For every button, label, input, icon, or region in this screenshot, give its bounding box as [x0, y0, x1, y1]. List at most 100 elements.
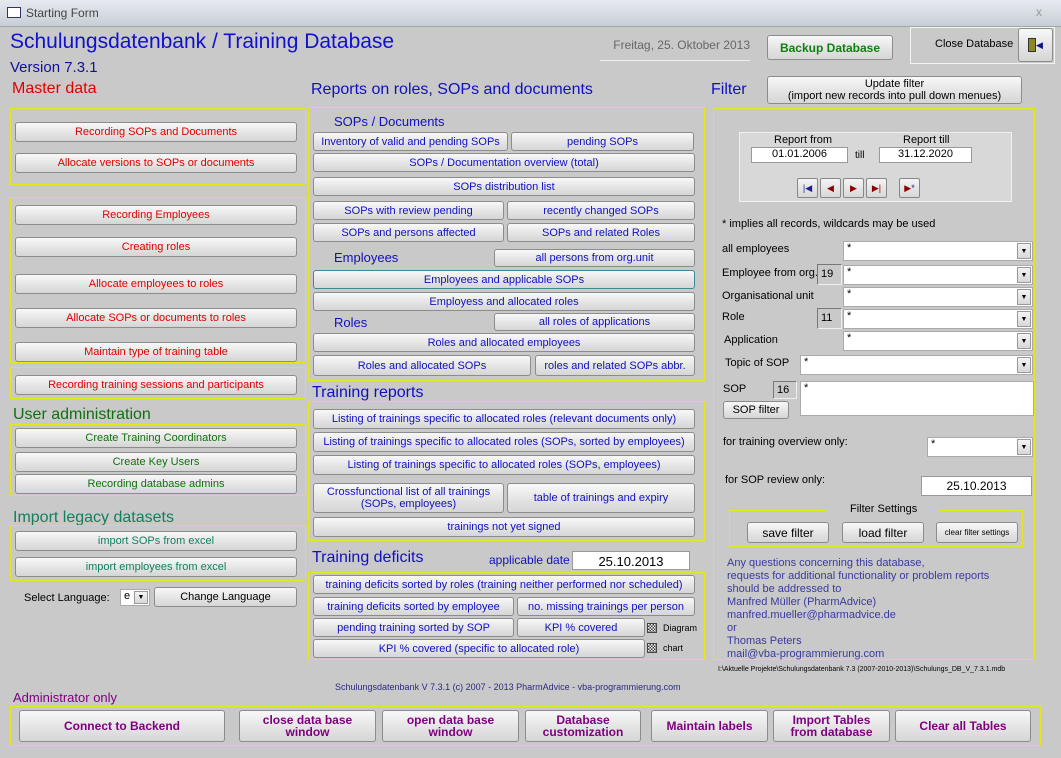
sops-review-pending-button[interactable]: SOPs with review pending: [313, 201, 504, 220]
missing-trainings-button[interactable]: no. missing trainings per person: [517, 597, 695, 616]
new-record-icon[interactable]: ▶ *: [899, 178, 920, 198]
language-select[interactable]: e ▼: [120, 589, 150, 606]
employee-org-count: 19: [817, 264, 842, 285]
deficits-by-roles-button[interactable]: training deficits sorted by roles (train…: [313, 575, 695, 594]
recording-training-sessions-button[interactable]: Recording training sessions and particip…: [15, 375, 297, 395]
close-icon[interactable]: x: [1036, 5, 1042, 19]
allocate-versions-button[interactable]: Allocate versions to SOPs or documents: [15, 153, 297, 173]
chart-checkbox[interactable]: [647, 643, 657, 653]
diagram-checkbox[interactable]: [647, 623, 657, 633]
create-key-users-button[interactable]: Create Key Users: [15, 452, 297, 472]
recording-sops-button[interactable]: Recording SOPs and Documents: [15, 122, 297, 142]
import-sops-button[interactable]: import SOPs from excel: [15, 531, 297, 551]
sops-distribution-button[interactable]: SOPs distribution list: [313, 177, 695, 196]
previous-record-icon[interactable]: ◀: [820, 178, 841, 198]
recording-employees-button[interactable]: Recording Employees: [15, 205, 297, 225]
import-tables-button[interactable]: Import Tables from database: [773, 710, 890, 742]
chevron-down-icon[interactable]: ▼: [1017, 311, 1031, 327]
clear-filter-button[interactable]: clear filter settings: [936, 522, 1018, 543]
application-combo[interactable]: * ▼: [843, 331, 1033, 351]
chevron-down-icon[interactable]: ▼: [1017, 267, 1031, 283]
next-record-icon[interactable]: ▶: [843, 178, 864, 198]
last-record-icon[interactable]: ▶|: [866, 178, 887, 198]
report-from-label: Report from: [774, 134, 833, 146]
pending-sops-button[interactable]: pending SOPs: [511, 132, 694, 151]
trainings-expiry-button[interactable]: table of trainings and expiry: [507, 483, 695, 513]
chevron-down-icon[interactable]: ▼: [1017, 439, 1031, 455]
sops-persons-affected-button[interactable]: SOPs and persons affected: [313, 223, 504, 242]
close-database-button[interactable]: ◀: [1018, 28, 1053, 62]
report-till-label: Report till: [903, 134, 950, 146]
exit-door-icon: [1028, 38, 1037, 52]
save-filter-button[interactable]: save filter: [747, 522, 829, 543]
open-db-window-button[interactable]: open data base window: [382, 710, 519, 742]
roles-related-sops-abbr-button[interactable]: roles and related SOPs abbr.: [535, 355, 695, 376]
all-employees-label: all employees: [722, 243, 790, 255]
all-employees-combo[interactable]: * ▼: [843, 241, 1033, 261]
backup-database-button[interactable]: Backup Database: [767, 35, 893, 60]
trainings-sops-employees-button[interactable]: Listing of trainings specific to allocat…: [313, 455, 695, 475]
roles-allocated-employees-button[interactable]: Roles and allocated employees: [313, 333, 695, 352]
trainings-sorted-employees-button[interactable]: Listing of trainings specific to allocat…: [313, 432, 695, 452]
employee-org-combo[interactable]: * ▼: [843, 265, 1033, 285]
load-filter-button[interactable]: load filter: [842, 522, 924, 543]
master-box-1: [10, 108, 306, 185]
allocate-employees-button[interactable]: Allocate employees to roles: [15, 274, 297, 294]
applicable-date-field[interactable]: 25.10.2013: [572, 551, 690, 570]
contact-email[interactable]: manfred.mueller@pharmadvice.de: [727, 609, 896, 621]
employees-allocated-roles-button[interactable]: Employess and allocated roles: [313, 292, 695, 311]
maintain-labels-button[interactable]: Maintain labels: [651, 710, 768, 742]
chevron-down-icon[interactable]: ▼: [1017, 289, 1031, 305]
deficits-by-employee-button[interactable]: training deficits sorted by employee: [313, 597, 514, 616]
report-from-field[interactable]: 01.01.2006: [751, 147, 848, 163]
clear-tables-button[interactable]: Clear all Tables: [895, 710, 1031, 742]
training-overview-combo[interactable]: * ▼: [927, 437, 1033, 457]
import-employees-button[interactable]: import employees from excel: [15, 557, 297, 577]
contact-line: should be addressed to: [727, 583, 842, 595]
change-language-button[interactable]: Change Language: [154, 587, 297, 607]
topic-label: Topic of SOP: [725, 357, 790, 369]
roles-allocated-sops-button[interactable]: Roles and allocated SOPs: [313, 355, 531, 376]
creating-roles-button[interactable]: Creating roles: [15, 237, 297, 257]
db-customization-button[interactable]: Database customization: [525, 710, 641, 742]
employees-applicable-sops-button[interactable]: Employees and applicable SOPs: [313, 270, 695, 289]
crossfunctional-list-button[interactable]: Crossfunctional list of all trainings (S…: [313, 483, 504, 513]
kpi-covered-button[interactable]: KPI % covered: [517, 618, 645, 637]
recently-changed-sops-button[interactable]: recently changed SOPs: [507, 201, 695, 220]
recording-admins-button[interactable]: Recording database admins: [15, 474, 297, 494]
chevron-down-icon[interactable]: ▼: [1017, 357, 1031, 373]
chevron-down-icon[interactable]: ▼: [134, 591, 148, 604]
create-training-coordinators-button[interactable]: Create Training Coordinators: [15, 428, 297, 448]
trainings-relevant-docs-button[interactable]: Listing of trainings specific to allocat…: [313, 409, 695, 429]
master-box-3: [10, 367, 306, 399]
roles-of-applications-button[interactable]: all roles of applications: [494, 313, 695, 331]
update-filter-button[interactable]: Update filter (import new records into p…: [767, 76, 1022, 104]
kpi-covered-role-button[interactable]: KPI % covered (specific to allocated rol…: [313, 639, 645, 658]
org-unit-combo[interactable]: * ▼: [843, 287, 1033, 307]
inventory-sops-button[interactable]: Inventory of valid and pending SOPs: [313, 132, 508, 151]
role-combo[interactable]: * ▼: [843, 309, 1033, 329]
trainings-not-signed-button[interactable]: trainings not yet signed: [313, 517, 695, 537]
sops-overview-button[interactable]: SOPs / Documentation overview (total): [313, 153, 695, 172]
contact-email[interactable]: mail@vba-programmierung.com: [727, 648, 885, 660]
chart-label: chart: [663, 643, 684, 653]
allocate-sops-button[interactable]: Allocate SOPs or documents to roles: [15, 308, 297, 328]
chevron-down-icon[interactable]: ▼: [1017, 243, 1031, 259]
combo-value: *: [847, 266, 852, 278]
sop-filter-button[interactable]: SOP filter: [723, 401, 789, 419]
connect-backend-button[interactable]: Connect to Backend: [19, 710, 225, 742]
persons-from-org-button[interactable]: all persons from org.unit: [494, 249, 695, 267]
maintain-training-type-button[interactable]: Maintain type of training table: [15, 342, 297, 362]
sop-review-label: for SOP review only:: [725, 474, 826, 486]
wildcard-hint: * implies all records, wildcards may be …: [722, 218, 936, 230]
topic-combo[interactable]: * ▼: [800, 355, 1033, 375]
pending-by-sop-button[interactable]: pending training sorted by SOP: [313, 618, 514, 637]
combo-value: *: [847, 288, 852, 300]
close-db-window-button[interactable]: close data base window: [239, 710, 376, 742]
sop-review-field[interactable]: 25.10.2013: [921, 476, 1032, 496]
sops-related-roles-button[interactable]: SOPs and related Roles: [507, 223, 695, 242]
chevron-down-icon[interactable]: ▼: [1017, 333, 1031, 349]
report-till-field[interactable]: 31.12.2020: [879, 147, 972, 163]
sop-textbox[interactable]: *: [800, 381, 1034, 416]
first-record-icon[interactable]: |◀: [797, 178, 818, 198]
